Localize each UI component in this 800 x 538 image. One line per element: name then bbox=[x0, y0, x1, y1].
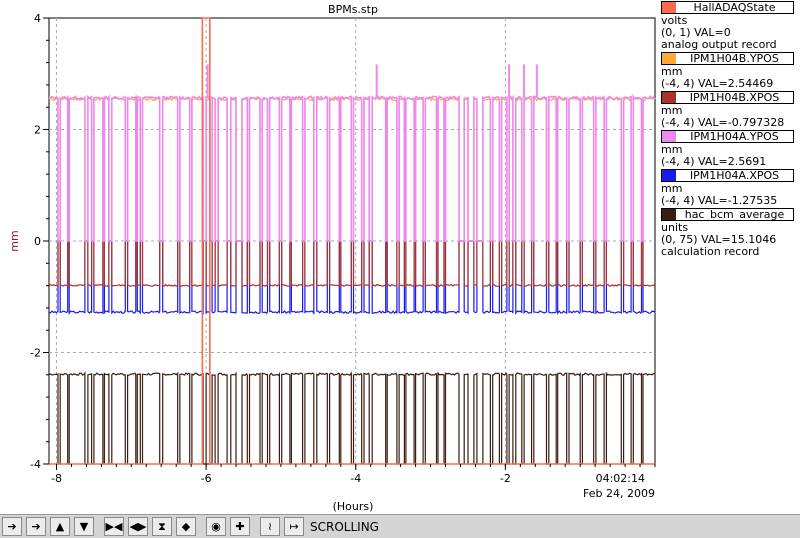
legend-detail: (-4, 4) VAL=-0.797328 bbox=[661, 117, 785, 129]
plus-icon: ✚ bbox=[235, 520, 245, 533]
y-axis-label: mm bbox=[8, 230, 21, 251]
zoom-out-horizontal-icon: ◀▶ bbox=[129, 520, 147, 533]
zoom-in-horizontal-icon: ▶◀ bbox=[105, 520, 123, 533]
legend-entry[interactable]: IPM1H04A.YPOS bbox=[661, 130, 794, 143]
zoom-in-horizontal-button[interactable]: ▶◀ bbox=[104, 517, 124, 536]
zoom-rect-button[interactable]: ◉ bbox=[206, 517, 226, 536]
chart: -8 -6 -4 -2 4 2 0 -2 -4 BPMs.stp (Hours) mm 04:0… bbox=[8, 3, 656, 513]
scroll-up-button[interactable]: ▲ bbox=[50, 517, 70, 536]
chart-title: BPMs.stp bbox=[328, 3, 378, 16]
scrolling-icon: ↦ bbox=[289, 520, 299, 533]
x-tick-label: -6 bbox=[201, 472, 212, 485]
series-halladaqstate bbox=[49, 17, 655, 465]
time-label: 04:02:14 bbox=[596, 472, 645, 485]
legend-detail: mm bbox=[661, 144, 683, 156]
series-ipm1h04a-xpos bbox=[48, 240, 656, 316]
scale-icon: ≀ bbox=[267, 520, 273, 533]
legend-series-name: IPM1H04A.YPOS bbox=[690, 131, 779, 142]
legend-detail: (0, 1) VAL=0 bbox=[661, 27, 731, 39]
scrolling-status: SCROLLING bbox=[310, 519, 379, 534]
zoom-in-vertical-button[interactable]: ⧗ bbox=[152, 517, 172, 536]
legend-detail: analog output record bbox=[661, 39, 777, 51]
arrow-up-icon: ▲ bbox=[55, 520, 65, 533]
legend-entry[interactable]: IPM1H04A.XPOS bbox=[661, 169, 794, 182]
toolbar: ➔ ➔ ▲ ▼ ▶◀ ◀▶ ⧗ ◆ ◉ ✚ ≀ ↦ SCROLLING bbox=[0, 514, 800, 538]
x-axis-label: (Hours) bbox=[333, 500, 374, 513]
legend: HallADAQState volts (0, 1) VAL=0 analog out… bbox=[661, 0, 800, 258]
legend-detail: (-4, 4) VAL=2.54469 bbox=[661, 78, 774, 90]
date-label: Feb 24, 2009 bbox=[583, 487, 655, 500]
legend-swatch bbox=[662, 53, 676, 64]
target-icon: ◉ bbox=[211, 520, 221, 533]
legend-swatch bbox=[662, 2, 676, 13]
legend-swatch bbox=[662, 209, 676, 220]
legend-detail: mm bbox=[661, 66, 683, 78]
y-tick-label: 2 bbox=[34, 124, 41, 137]
legend-detail: calculation record bbox=[661, 246, 760, 258]
zoom-out-vertical-icon: ◆ bbox=[181, 520, 191, 533]
legend-series-name: hac_bcm_average bbox=[684, 209, 785, 220]
legend-detail: mm bbox=[661, 105, 683, 117]
legend-swatch bbox=[662, 170, 676, 181]
legend-detail: units bbox=[661, 222, 689, 234]
x-tick-label: -4 bbox=[350, 472, 361, 485]
legend-series-name: IPM1H04B.YPOS bbox=[690, 53, 779, 64]
reset-scale-button[interactable]: ≀ bbox=[260, 517, 280, 536]
y-tick-label: 0 bbox=[34, 235, 41, 248]
series-ipm1h04b-xpos bbox=[48, 240, 656, 289]
y-tick-label: -4 bbox=[30, 458, 41, 471]
legend-series-name: HallADAQState bbox=[693, 2, 776, 13]
legend-detail: (0, 75) VAL=15.1046 bbox=[661, 234, 777, 246]
legend-detail: (-4, 4) VAL=-1.27535 bbox=[661, 195, 778, 207]
series-layer bbox=[48, 17, 656, 465]
arrow-left-icon: ➔ bbox=[7, 520, 17, 533]
legend-series-name: IPM1H04B.XPOS bbox=[689, 92, 780, 103]
ticks: -8 -6 -4 -2 4 2 0 -2 -4 bbox=[30, 12, 656, 485]
legend-detail: mm bbox=[661, 183, 683, 195]
zoom-out-horizontal-button[interactable]: ◀▶ bbox=[128, 517, 148, 536]
x-tick-label: -8 bbox=[51, 472, 62, 485]
legend-entry[interactable]: hac_bcm_average bbox=[661, 208, 794, 221]
y-tick-label: -2 bbox=[30, 347, 41, 360]
legend-swatch bbox=[662, 131, 676, 142]
legend-entry[interactable]: HallADAQState bbox=[661, 1, 794, 14]
y-tick-label: 4 bbox=[34, 12, 41, 25]
pan-button[interactable]: ✚ bbox=[230, 517, 250, 536]
legend-entry[interactable]: IPM1H04B.YPOS bbox=[661, 52, 794, 65]
scroll-down-button[interactable]: ▼ bbox=[74, 517, 94, 536]
scroll-left-button[interactable]: ➔ bbox=[2, 517, 22, 536]
x-tick-label: -2 bbox=[500, 472, 511, 485]
zoom-out-vertical-button[interactable]: ◆ bbox=[176, 517, 196, 536]
series-hac-bcm-average bbox=[48, 371, 656, 465]
arrow-down-icon: ▼ bbox=[79, 520, 89, 533]
arrow-right-icon: ➔ bbox=[31, 520, 41, 533]
legend-entry[interactable]: IPM1H04B.XPOS bbox=[661, 91, 794, 104]
legend-swatch bbox=[662, 92, 676, 103]
scroll-right-button[interactable]: ➔ bbox=[26, 517, 46, 536]
legend-detail: volts bbox=[661, 15, 688, 27]
legend-detail: (-4, 4) VAL=2.5691 bbox=[661, 156, 767, 168]
legend-series-name: IPM1H04A.XPOS bbox=[689, 170, 780, 181]
scrolling-toggle-button[interactable]: ↦ bbox=[284, 517, 304, 536]
zoom-in-vertical-icon: ⧗ bbox=[158, 520, 166, 533]
series-ipm1h04a-ypos bbox=[48, 93, 656, 242]
